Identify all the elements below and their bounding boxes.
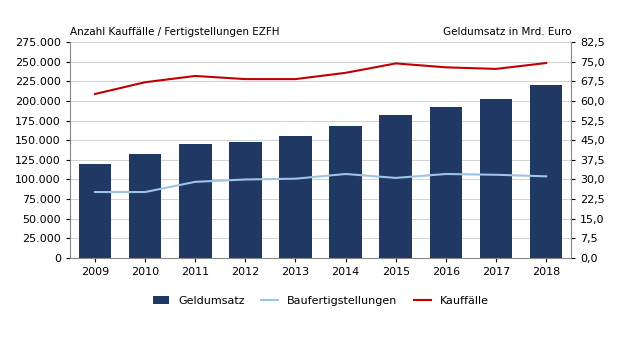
Bar (179, 144, 211, 258)
Legend: Geldumsatz, Baufertigstellungen, Kauffälle: Geldumsatz, Baufertigstellungen, Kauffäl… (148, 292, 493, 310)
Kauffälle (342, 71, 349, 75)
Baufertigstellungen (141, 190, 149, 194)
Kauffälle (292, 77, 299, 81)
Baufertigstellungen (542, 174, 550, 179)
Bar (430, 106, 462, 258)
Bar (129, 154, 161, 258)
Bar (329, 126, 362, 258)
Line: Kauffälle: Kauffälle (95, 63, 546, 94)
Kauffälle (242, 77, 249, 81)
Kauffälle (141, 80, 149, 84)
Baufertigstellungen (442, 172, 450, 176)
Baufertigstellungen (342, 172, 349, 176)
Baufertigstellungen (292, 177, 299, 181)
Baufertigstellungen (192, 180, 199, 184)
Kauffälle (442, 65, 450, 69)
Kauffälle (492, 67, 500, 71)
Baufertigstellungen (492, 173, 500, 177)
Bar (279, 136, 312, 258)
Kauffälle (392, 61, 399, 65)
Kauffälle (91, 92, 99, 96)
Kauffälle (192, 74, 199, 78)
Line: Baufertigstellungen: Baufertigstellungen (95, 174, 546, 192)
Bar (229, 142, 262, 258)
Baufertigstellungen (91, 190, 99, 194)
Text: Geldumsatz in Mrd. Euro: Geldumsatz in Mrd. Euro (443, 27, 571, 37)
Kauffälle (542, 61, 550, 65)
Bar (79, 164, 111, 258)
Bar (530, 85, 562, 258)
Bar (379, 115, 412, 258)
Bar (480, 99, 512, 258)
Text: Anzahl Kauffälle / Fertigstellungen EZFH: Anzahl Kauffälle / Fertigstellungen EZFH (70, 27, 280, 37)
Baufertigstellungen (242, 177, 249, 182)
Baufertigstellungen (392, 176, 399, 180)
